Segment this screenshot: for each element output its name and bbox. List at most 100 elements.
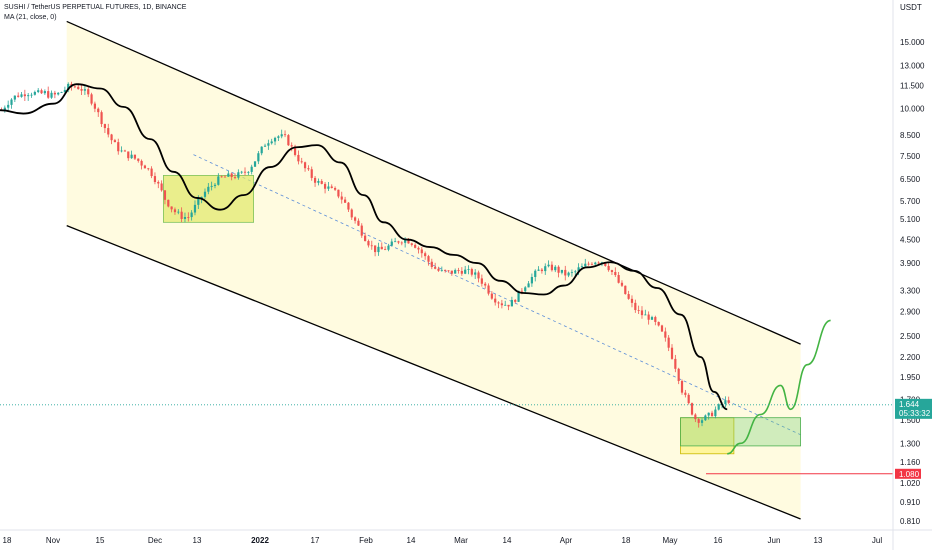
candle-body — [494, 298, 497, 303]
candle-body — [340, 196, 343, 200]
candle-body — [73, 86, 76, 88]
time-axis[interactable]: 18 Nov 15 Dec 13 2022 17 Feb 14 Mar 14 Apr 18 May 16 Ju… — [3, 536, 883, 545]
candle-body — [660, 325, 664, 332]
price-axis[interactable]: 15.000 13.000 11.500 10.000 8.500 7.500 6.500 5… — [900, 38, 925, 526]
candle-body — [277, 136, 280, 138]
candle-body — [650, 317, 654, 320]
candle-body — [437, 268, 440, 271]
price-tick: 7.500 — [900, 152, 921, 161]
time-tick: Dec — [148, 536, 162, 545]
candle-body — [584, 263, 587, 267]
candle-body — [724, 400, 727, 405]
candle-body — [270, 141, 273, 144]
price-tick: 0.910 — [900, 498, 921, 507]
candle-body — [120, 150, 123, 152]
price-tick: 1.020 — [900, 479, 921, 488]
candle-body — [190, 212, 193, 218]
candle-body — [500, 303, 503, 306]
price-tick: 3.900 — [900, 259, 921, 268]
candle-body — [253, 161, 257, 167]
candle-body — [684, 392, 687, 395]
candle-body — [143, 165, 147, 169]
price-tick: 3.300 — [900, 286, 921, 295]
price-tick: 1.300 — [900, 439, 921, 448]
time-tick: 15 — [96, 536, 105, 545]
time-tick: Jul — [872, 536, 882, 545]
candle-body — [570, 272, 574, 274]
candle-body — [497, 302, 500, 304]
candle-body — [347, 202, 350, 210]
candle-body — [167, 199, 170, 207]
candle-body — [707, 412, 710, 416]
candle-body — [37, 90, 40, 92]
price-tick: 1.950 — [900, 373, 921, 382]
candle-body — [230, 173, 233, 178]
candle-body — [574, 271, 577, 273]
time-tick: May — [662, 536, 677, 545]
candle-body — [210, 185, 213, 187]
price-tick: 4.500 — [900, 236, 921, 245]
chart-title: SUSHI / TetherUS PERPETUAL FUTURES, 1D, … — [4, 4, 187, 11]
candle-body — [430, 261, 433, 268]
candle-body — [464, 269, 467, 274]
candle-body — [654, 317, 657, 322]
candle-body — [407, 239, 410, 244]
candle-body — [374, 245, 377, 253]
candle-body — [634, 302, 637, 311]
candles-layer — [0, 81, 730, 428]
candle-body — [293, 146, 297, 155]
candle-body — [153, 176, 157, 182]
candle-body — [424, 253, 427, 257]
candle-body — [607, 265, 610, 271]
candle-body — [517, 290, 520, 302]
candle-body — [577, 267, 580, 272]
channel-fill — [66, 21, 801, 519]
candle-body — [657, 321, 660, 326]
candle-body — [694, 414, 697, 420]
time-tick: 17 — [311, 536, 320, 545]
candle-body — [160, 183, 163, 191]
candle-body — [310, 169, 313, 178]
candle-body — [627, 294, 630, 299]
time-tick: Mar — [454, 536, 468, 545]
candle-body — [63, 89, 66, 93]
candle-body — [263, 145, 267, 147]
candle-body — [80, 89, 83, 91]
candle-body — [130, 154, 133, 159]
candle-body — [630, 298, 634, 303]
candle-body — [320, 181, 323, 184]
candle-body — [357, 220, 360, 226]
price-axis-unit: USDT — [900, 3, 922, 12]
price-tick: 2.500 — [900, 332, 921, 341]
candle-body — [237, 172, 240, 178]
candle-body — [680, 381, 684, 393]
countdown-label: 05:33:32 — [899, 409, 931, 418]
price-tick: 8.500 — [900, 131, 921, 140]
candle-body — [83, 89, 86, 91]
candle-body — [163, 190, 167, 200]
candle-body — [397, 241, 400, 243]
price-tick: 10.000 — [900, 105, 925, 114]
candle-body — [283, 134, 287, 136]
candle-body — [350, 209, 353, 218]
price-tick: 1.160 — [900, 458, 921, 467]
candle-body — [327, 186, 330, 189]
support-price-badge — [895, 468, 921, 479]
candle-body — [243, 171, 247, 173]
candle-body — [97, 108, 100, 113]
candle-body — [567, 272, 570, 276]
candle-body — [717, 404, 720, 410]
price-tick: 15.000 — [900, 38, 925, 47]
candle-body — [187, 216, 190, 218]
candle-body — [454, 270, 457, 274]
candle-body — [624, 285, 627, 295]
candle-body — [700, 420, 704, 423]
last-price-badge — [895, 398, 932, 419]
candle-body — [647, 314, 650, 320]
candle-body — [487, 285, 490, 294]
candle-body — [514, 299, 517, 302]
levels-layer — [0, 404, 893, 475]
candle-body — [287, 135, 290, 146]
